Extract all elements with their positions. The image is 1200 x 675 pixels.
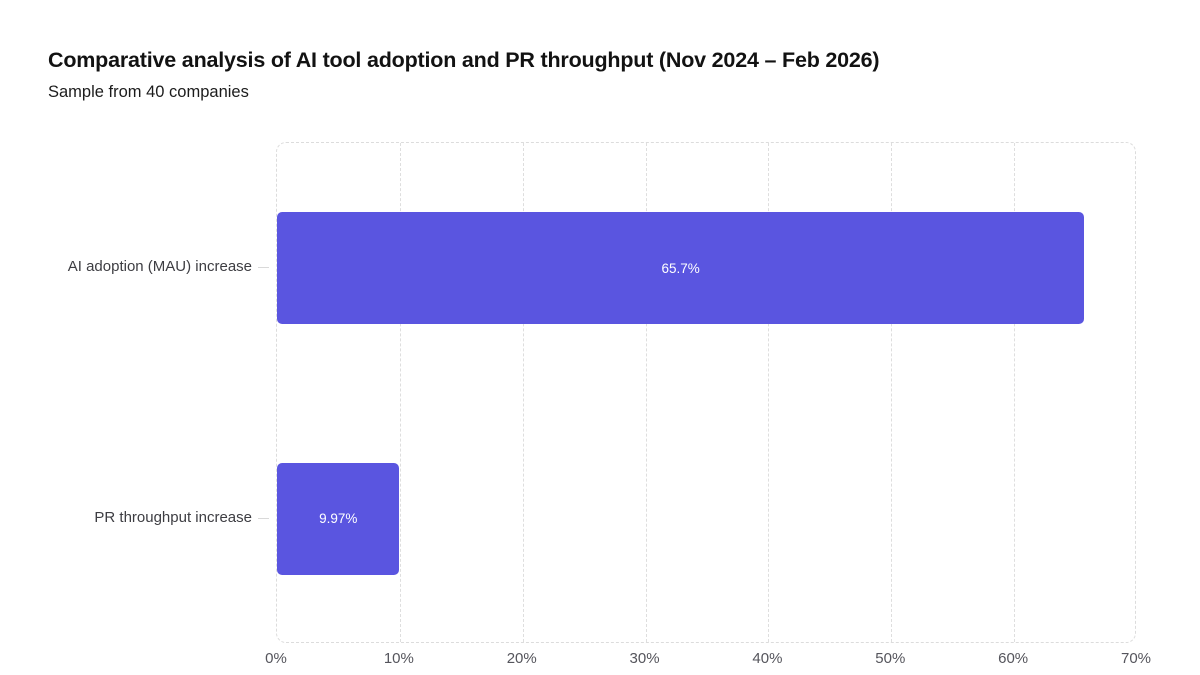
x-axis-tick-label: 10% <box>383 650 414 667</box>
y-axis-tick <box>258 267 269 269</box>
gridline <box>891 143 893 642</box>
bar-value-label: 65.7% <box>661 260 700 276</box>
x-axis-tick-label: 70% <box>1120 650 1152 667</box>
gridline <box>399 143 401 642</box>
x-axis-tick-label: 20% <box>506 650 537 667</box>
gridline <box>768 143 770 642</box>
y-axis-tick <box>258 517 269 519</box>
bar: 65.7% <box>277 212 1085 325</box>
plot-area: 65.7% 9.97% <box>276 142 1136 643</box>
chart-subtitle: Sample from 40 companies <box>48 83 249 101</box>
x-axis-tick-label: 0% <box>265 650 287 667</box>
y-axis-category-label: AI adoption (MAU) increase <box>67 258 252 276</box>
bar: 9.97% <box>277 462 400 575</box>
gridline <box>1014 143 1016 642</box>
x-axis-tick-label: 30% <box>629 650 660 667</box>
y-axis-category-label: PR throughput increase <box>94 508 252 526</box>
gridline <box>645 143 647 642</box>
chart-title: Comparative analysis of AI tool adoption… <box>48 48 880 72</box>
gridline <box>522 143 524 642</box>
bar-value-label: 9.97% <box>319 511 358 527</box>
x-axis-tick-label: 40% <box>752 650 783 667</box>
x-axis-tick-label: 50% <box>875 650 906 667</box>
x-axis-tick-label: 60% <box>998 650 1029 667</box>
